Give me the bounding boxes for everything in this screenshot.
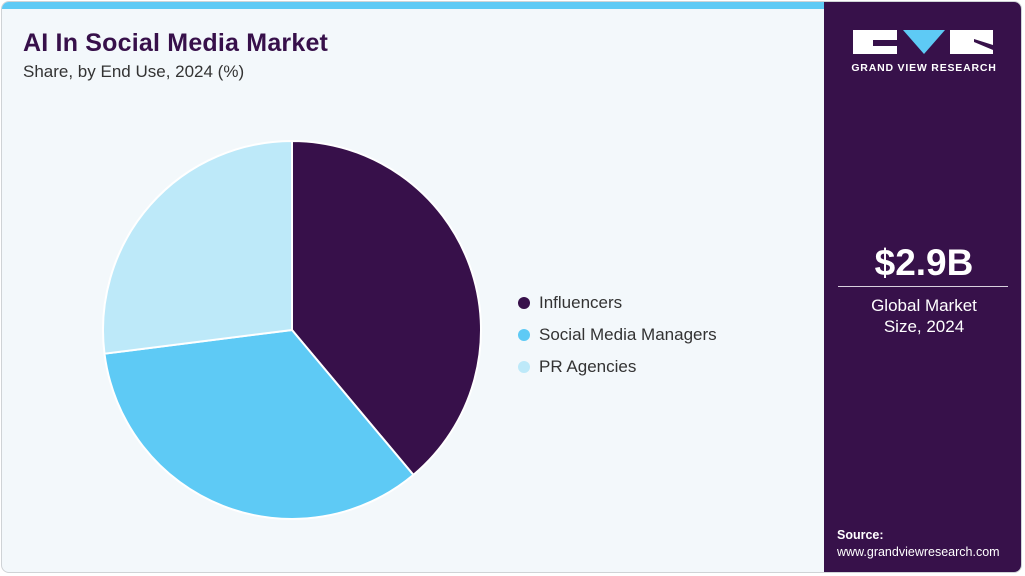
legend-label: Influencers bbox=[539, 293, 623, 312]
legend: Influencers Social Media Managers PR Age… bbox=[518, 287, 717, 383]
legend-label: PR Agencies bbox=[539, 357, 637, 376]
pie-slice-pr-agencies bbox=[102, 139, 293, 355]
source-block: Source: www.grandviewresearch.com bbox=[837, 527, 1000, 561]
brand-name: GRAND VIEW RESEARCH bbox=[851, 62, 997, 74]
market-size-value: $2.9B bbox=[874, 242, 974, 283]
legend-dot-icon bbox=[518, 329, 530, 341]
chart-title: AI In Social Media Market bbox=[23, 29, 329, 57]
legend-label: Social Media Managers bbox=[539, 325, 717, 344]
pie-slice-social-media-managers bbox=[103, 328, 415, 520]
sidebar-panel: GRAND VIEW RESEARCH $2.9B Global Market … bbox=[824, 2, 1021, 572]
divider bbox=[838, 286, 1008, 287]
source-label: Source: bbox=[837, 528, 884, 542]
gvr-logo-icon bbox=[853, 30, 993, 54]
legend-dot-icon bbox=[518, 361, 530, 373]
pie-slice-influencers bbox=[291, 139, 482, 477]
legend-item-social-media-managers: Social Media Managers bbox=[518, 319, 717, 351]
legend-item-influencers: Influencers bbox=[518, 287, 717, 319]
chart-subtitle: Share, by End Use, 2024 (%) bbox=[23, 62, 245, 81]
legend-item-pr-agencies: PR Agencies bbox=[518, 351, 717, 383]
legend-dot-icon bbox=[518, 297, 530, 309]
source-link[interactable]: www.grandviewresearch.com bbox=[837, 545, 1000, 559]
market-size-label: Global Market Size, 2024 bbox=[871, 296, 977, 336]
top-accent-bar bbox=[2, 2, 824, 9]
pie-chart bbox=[102, 139, 482, 520]
